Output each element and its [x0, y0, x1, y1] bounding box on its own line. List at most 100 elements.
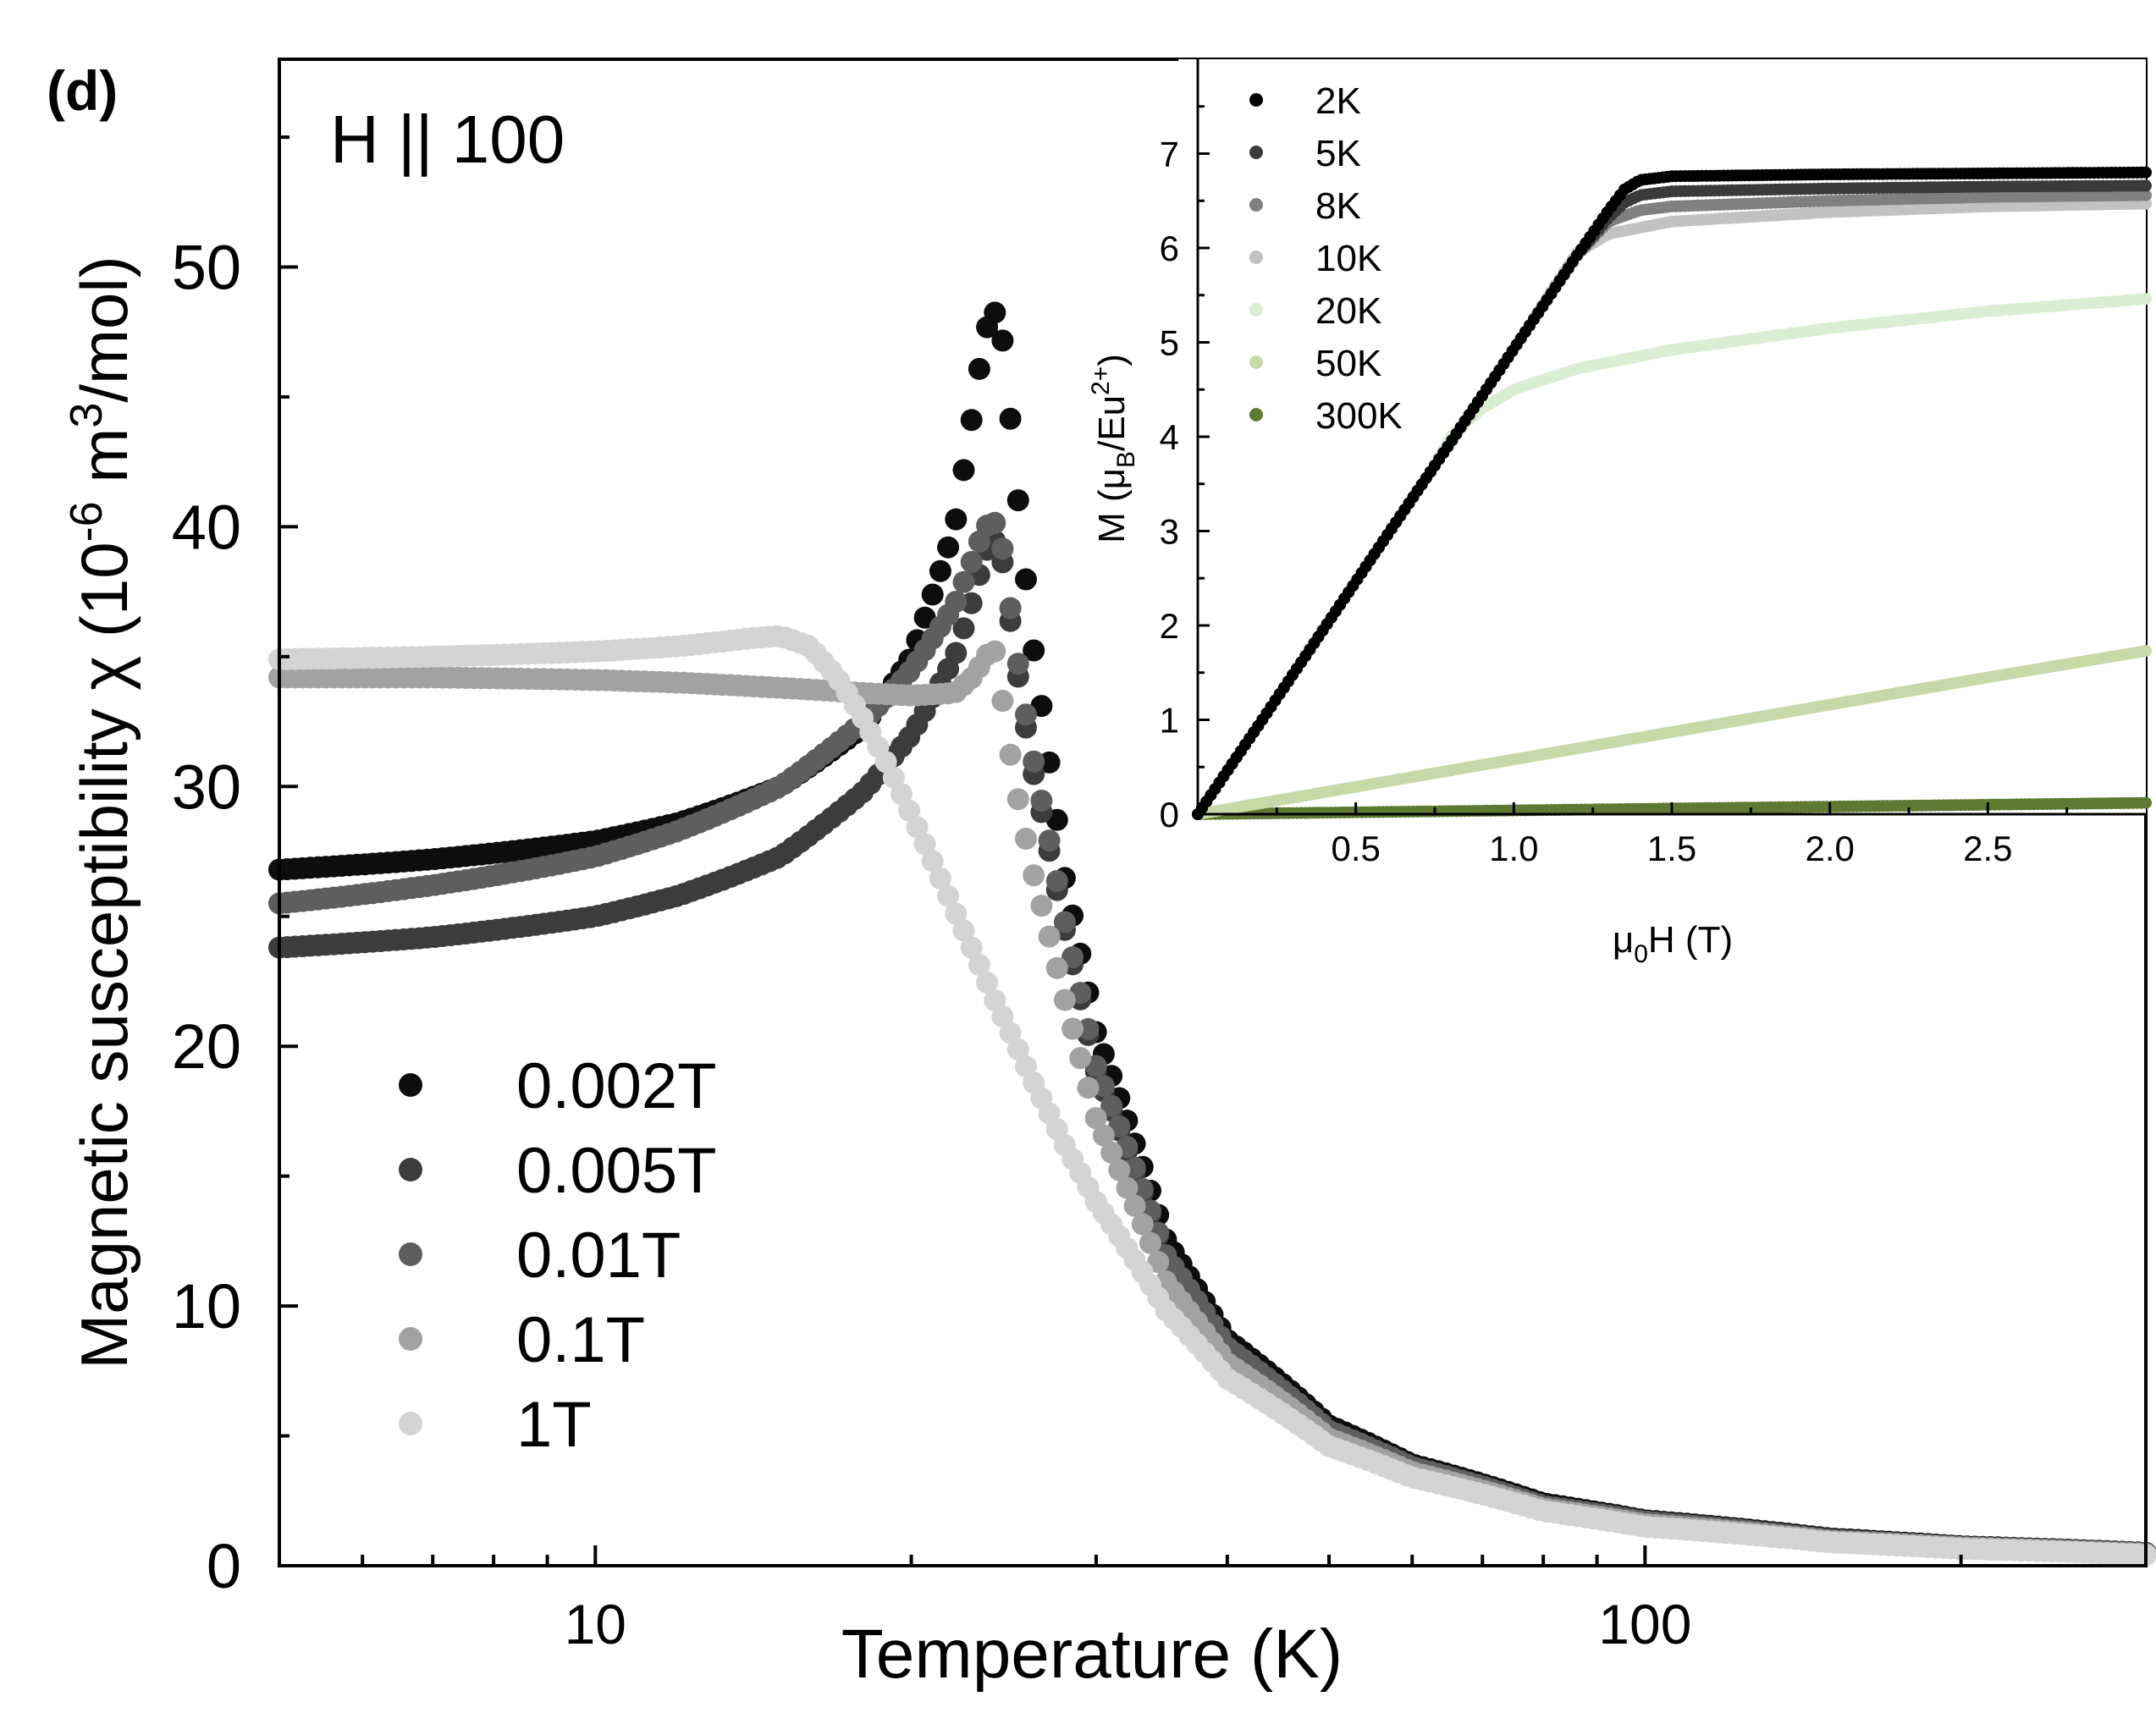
data-point-0.1T [999, 743, 1022, 766]
data-point-0.1T [991, 690, 1014, 712]
inset-legend: 2K 5K 8K 10K 20K 50K 300K [1249, 80, 1403, 437]
inset-x-tick-label: 1.5 [1647, 829, 1696, 868]
data-point-1T [906, 816, 929, 839]
data-point-0.002T [1023, 639, 1045, 662]
data-point-0.01T [945, 591, 968, 613]
inset-legend-label: 2K [1315, 80, 1361, 122]
data-point-0.01T [1038, 829, 1061, 852]
data-point-0.005T [945, 642, 968, 664]
series-1T [268, 625, 2156, 1567]
inset-x-tick-label: 1.0 [1489, 829, 1538, 868]
data-point-1T [968, 954, 990, 976]
data-point-0.01T [1015, 703, 1037, 726]
inset-legend-marker-10K [1249, 251, 1263, 264]
data-point-1T [937, 884, 960, 907]
data-point-0.002T [968, 357, 990, 380]
y-tick-label: 20 [172, 1011, 241, 1082]
inset-y-tick-label: 7 [1160, 135, 1179, 174]
data-point-1T [945, 902, 968, 925]
data-point-0.002T [921, 583, 944, 606]
inset-series-2K [1192, 166, 2152, 820]
inset-data-points [1192, 166, 2152, 820]
inset-data-point-300K [2140, 796, 2152, 809]
data-point-0.01T [991, 537, 1014, 560]
data-point-0.1T [984, 640, 1006, 663]
inset-legend-marker-300K [1249, 408, 1263, 421]
data-point-0.01T [984, 511, 1006, 534]
data-point-0.002T [1006, 489, 1029, 512]
inset-data-point-2K [2140, 166, 2152, 179]
data-point-0.1T [1053, 989, 1076, 1011]
data-point-1T [952, 919, 975, 942]
inset-data-point-20K [2140, 293, 2152, 306]
legend-label: 1T [516, 1389, 592, 1461]
inset-y-tick-label: 5 [1160, 323, 1179, 363]
data-point-0.01T [999, 597, 1022, 620]
data-point-1T [913, 833, 936, 856]
data-point-0.1T [1030, 895, 1053, 917]
inset-legend-marker-2K [1249, 93, 1263, 107]
data-point-0.01T [1077, 1017, 1100, 1040]
data-point-0.002T [1015, 568, 1037, 591]
legend-label: 0.002T [516, 1050, 717, 1122]
inset-legend-marker-5K [1249, 146, 1263, 159]
data-point-1T [991, 1005, 1014, 1027]
inset-x-tick-label: 2.5 [1963, 829, 2012, 868]
inset-y-tick-label: 3 [1160, 512, 1179, 552]
data-point-0.1T [1077, 1077, 1100, 1099]
legend-marker-0.002T [399, 1073, 422, 1097]
y-tick-label: 50 [172, 233, 241, 303]
legend-marker-1T [399, 1412, 422, 1435]
y-tick-label: 0 [207, 1531, 241, 1601]
inset-y-axis-label: M (μB/Eu2+) [1087, 354, 1140, 543]
data-point-0.1T [1038, 925, 1061, 948]
data-point-0.1T [1108, 1159, 1131, 1181]
data-point-0.1T [1015, 828, 1037, 850]
field-direction-annotation: H || 100 [330, 102, 565, 177]
data-point-1T [999, 1022, 1022, 1044]
data-point-1T [882, 766, 905, 789]
data-point-0.01T [1023, 750, 1045, 773]
data-point-0.1T [1139, 1231, 1161, 1254]
data-point-0.002T [952, 459, 975, 482]
data-point-0.01T [1030, 790, 1053, 812]
inset-y-tick-label: 4 [1160, 417, 1179, 457]
main-data-points [268, 301, 2156, 1567]
y-tick-label: 10 [172, 1271, 241, 1341]
inset-legend-label: 5K [1315, 133, 1361, 174]
legend-marker-0.005T [399, 1158, 422, 1181]
data-point-0.002T [960, 409, 983, 432]
legend-label: 0.005T [516, 1135, 717, 1207]
data-point-0.1T [1123, 1194, 1146, 1217]
data-point-1T [1015, 1055, 1037, 1077]
data-point-0.1T [1084, 1107, 1107, 1130]
inset-y-tick-label: 0 [1160, 795, 1179, 834]
data-point-0.1T [1061, 1017, 1084, 1040]
inset-data-point-5K [2140, 179, 2152, 192]
data-point-0.01T [1100, 1094, 1123, 1117]
data-point-0.002T [929, 559, 951, 582]
inset-data-point-50K [2140, 645, 2152, 658]
data-point-0.01T [952, 570, 975, 593]
data-point-0.1T [1069, 1047, 1092, 1070]
main-y-axis-label: Magnetic susceptibility χ (10-6 m3/mol) [61, 256, 141, 1369]
data-point-0.002T [945, 508, 968, 531]
y-tick-label: 40 [172, 492, 241, 562]
data-point-1T [898, 799, 921, 822]
inset-plot: 0 1 2 3 4 5 6 7 0.5 1.0 1.5 2.0 2.5 2K 5K 8K 10K 20K 50K 3… [1087, 59, 2152, 968]
legend-label: 0.01T [516, 1220, 681, 1292]
x-tick-label: 100 [1598, 1593, 1691, 1655]
inset-x-tick-label: 2.0 [1805, 829, 1854, 868]
inset-legend-marker-50K [1249, 355, 1263, 369]
data-point-1T [960, 936, 983, 959]
data-point-1T [929, 867, 951, 890]
data-point-0.002T [937, 536, 960, 559]
inset-y-tick-label: 1 [1160, 701, 1179, 741]
data-point-0.1T [1116, 1176, 1139, 1199]
inset-legend-marker-8K [1249, 198, 1263, 212]
inset-legend-label: 10K [1315, 238, 1381, 279]
main-legend: 0.002T 0.005T 0.01T 0.1T 1T [399, 1050, 717, 1461]
